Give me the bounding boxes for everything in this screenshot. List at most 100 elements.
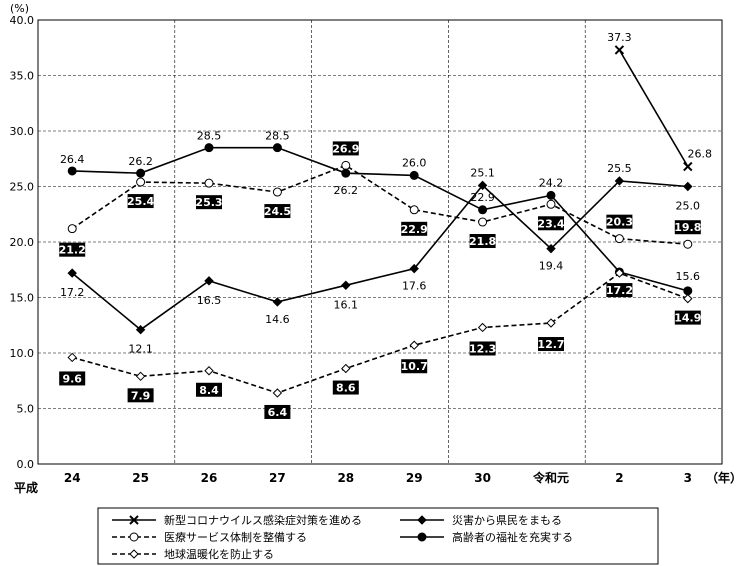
data-label-box — [127, 388, 154, 403]
x-tick-label: 25 — [132, 471, 149, 485]
data-label-box — [401, 359, 428, 374]
circle-marker — [417, 532, 427, 542]
series-line — [71, 272, 689, 394]
y-tick-label: 0.0 — [17, 458, 35, 471]
data-label-box — [538, 337, 564, 352]
data-label: 22.9 — [470, 191, 495, 204]
y-tick-label: 15.0 — [10, 292, 35, 305]
series-4 — [67, 268, 693, 398]
series — [67, 45, 693, 398]
data-label-box — [59, 371, 86, 386]
data-label: 25.3 — [195, 196, 222, 209]
circle-marker — [478, 205, 488, 215]
y-unit-label: (%) — [10, 2, 29, 15]
data-label-box — [196, 195, 222, 210]
data-label: 9.6 — [62, 372, 82, 385]
data-label-box — [332, 141, 359, 156]
data-label: 26.0 — [402, 156, 427, 169]
x-marker — [614, 45, 625, 55]
diamond-marker — [135, 324, 146, 335]
legend-item-2: 医療サービス体制を整備する — [112, 530, 307, 544]
diamond-marker — [477, 180, 488, 191]
data-label-box — [401, 221, 428, 236]
circle-marker — [129, 532, 139, 542]
series-line — [72, 146, 689, 292]
data-label: 8.6 — [336, 382, 356, 395]
circle-marker — [546, 199, 556, 209]
circle-marker — [341, 160, 351, 170]
grid — [37, 19, 723, 465]
circle-marker — [67, 166, 77, 176]
x-tick-label: 26 — [201, 471, 218, 485]
data-label: 25.4 — [127, 195, 154, 208]
data-label-box — [469, 341, 496, 356]
y-tick-label: 40.0 — [10, 14, 35, 27]
legend-item-0: 新型コロナウイルス感染症対策を進める — [112, 513, 362, 527]
data-label: 37.3 — [607, 31, 632, 44]
y-tick-label: 30.0 — [10, 125, 35, 138]
circle-marker — [409, 170, 419, 180]
x-tick-label: 3 — [684, 471, 692, 485]
circle-marker — [136, 177, 146, 187]
data-label: 21.8 — [469, 235, 496, 248]
data-labels: 37.3 26.8 17.2 12.1 16.5 14.6 16.1 17.6 25.1 19.4… — [59, 31, 712, 419]
legend-frame — [97, 507, 659, 565]
legend-item-3: 高齢者の福祉を充実する — [400, 530, 573, 544]
data-label: 28.5 — [265, 130, 290, 143]
x-marker — [683, 161, 693, 172]
data-label: 15.6 — [676, 270, 701, 283]
data-label-box — [332, 380, 359, 395]
data-label: 8.4 — [199, 384, 219, 397]
diamond-marker — [135, 371, 146, 382]
data-label: 12.7 — [537, 338, 564, 351]
x-prefix-label: 平成 — [14, 480, 38, 495]
data-label: 25.1 — [470, 166, 495, 179]
circle-marker — [272, 187, 282, 197]
data-label: 7.9 — [131, 389, 151, 402]
data-label: 12.1 — [128, 343, 153, 356]
legend-label: 高齢者の福祉を充実する — [452, 530, 573, 544]
data-label: 28.5 — [197, 130, 222, 143]
y-tick-label: 35.0 — [10, 70, 35, 83]
circle-marker — [683, 239, 693, 249]
x-tick-label: 30 — [474, 471, 491, 485]
diamond-marker — [272, 297, 283, 307]
circle-marker — [341, 168, 351, 178]
circle-marker — [272, 143, 282, 153]
x-unit-label: （年） — [706, 470, 740, 485]
legend-label: 新型コロナウイルス感染症対策を進める — [164, 513, 362, 527]
data-label: 24.2 — [539, 176, 564, 189]
data-label: 14.9 — [674, 312, 701, 325]
data-label-box — [127, 194, 154, 209]
data-label-box — [538, 216, 564, 231]
data-label-box — [674, 310, 701, 325]
axes: (%) 平成 （年） 0.0 5.0 10.0 15.0 20.0 25.0 30.0 35.… — [10, 2, 740, 495]
diamond-marker — [683, 293, 693, 304]
diamond-marker — [409, 263, 419, 274]
circle-marker — [136, 168, 146, 178]
series-line — [71, 180, 688, 331]
circle-marker — [546, 190, 556, 200]
series-2 — [67, 160, 693, 249]
data-label: 26.9 — [332, 142, 359, 155]
x-tick-label: 2 — [615, 471, 623, 485]
y-tick-label: 20.0 — [10, 236, 35, 249]
legend-item-4: 地球温暖化を防止する — [112, 547, 274, 561]
circle-marker — [67, 224, 77, 234]
data-label: 14.6 — [265, 313, 290, 326]
data-label-box — [606, 214, 633, 229]
data-label: 12.3 — [469, 342, 496, 355]
diamond-marker — [341, 363, 351, 374]
data-label: 25.0 — [676, 200, 701, 213]
diamond-marker — [409, 340, 419, 350]
circle-marker — [409, 205, 419, 215]
data-label: 19.8 — [674, 221, 701, 234]
diamond-marker — [67, 268, 77, 278]
data-label: 26.2 — [128, 155, 153, 168]
data-label: 24.5 — [264, 205, 291, 218]
data-label-box — [469, 234, 496, 249]
legend-label: 地球温暖化を防止する — [164, 547, 274, 561]
data-label: 16.1 — [334, 298, 359, 311]
legend-label: 災害から県民をまもる — [452, 513, 562, 527]
